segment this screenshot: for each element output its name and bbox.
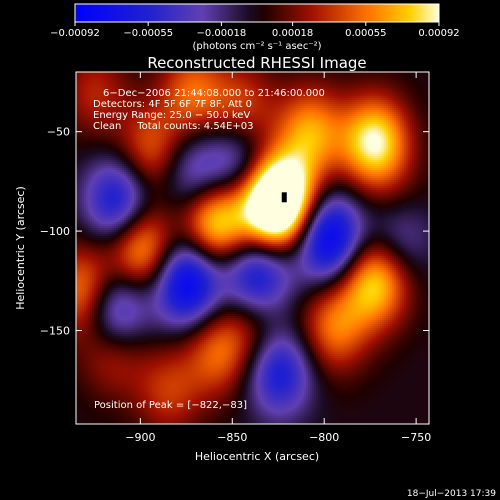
- x-tick-label: −800: [309, 431, 339, 444]
- heatmap-canvas: [76, 72, 429, 424]
- colorbar: −0.00092 −0.00055 −0.00018 0.00018 0.00055 0.…: [50, 3, 460, 52]
- x-axis: −900 −850 −800 −750: [125, 72, 431, 444]
- colorbar-unit-label: (photons cm⁻² s⁻¹ asec⁻²): [192, 41, 321, 52]
- colorbar-tick-label: −0.00092: [50, 28, 100, 39]
- y-tick-label: −150: [40, 325, 70, 338]
- peak-position-label: Position of Peak = [−822,−83]: [94, 400, 247, 411]
- annotation-detectors: Detectors: 4F 5F 6F 7F 8F, Att 0: [93, 99, 252, 110]
- colorbar-gradient: [74, 3, 440, 23]
- y-tick-label: −100: [40, 225, 70, 238]
- heatmap: [75, 71, 430, 425]
- date-stamp: 18−Jul−2013 17:39: [407, 489, 496, 499]
- colorbar-tick-label: 0.00055: [345, 28, 386, 39]
- chart-title: Reconstructed RHESSI Image: [147, 54, 366, 72]
- y-axis-label: Heliocentric Y (arcsec): [14, 186, 27, 310]
- colorbar-tick-label: −0.00018: [197, 28, 247, 39]
- annotation-clean: Clean Total counts: 4.54E+03: [93, 121, 253, 132]
- x-tick-label: −750: [401, 431, 431, 444]
- y-axis: −50 −100 −150: [40, 126, 429, 338]
- colorbar-tick-label: −0.00055: [123, 28, 173, 39]
- colorbar-tick-label: 0.00092: [418, 28, 459, 39]
- annotation-time: 6−Dec−2006 21:44:08.000 to 21:46:00.000: [103, 88, 325, 99]
- x-tick-label: −850: [217, 431, 247, 444]
- annotation-energy: Energy Range: 25.0 − 50.0 keV: [93, 110, 250, 121]
- annotation-block: 6−Dec−2006 21:44:08.000 to 21:46:00.000 …: [93, 88, 325, 132]
- y-tick-label: −50: [47, 126, 70, 139]
- x-tick-label: −900: [125, 431, 155, 444]
- x-axis-label: Heliocentric X (arcsec): [195, 450, 319, 463]
- colorbar-tick-label: 0.00018: [272, 28, 313, 39]
